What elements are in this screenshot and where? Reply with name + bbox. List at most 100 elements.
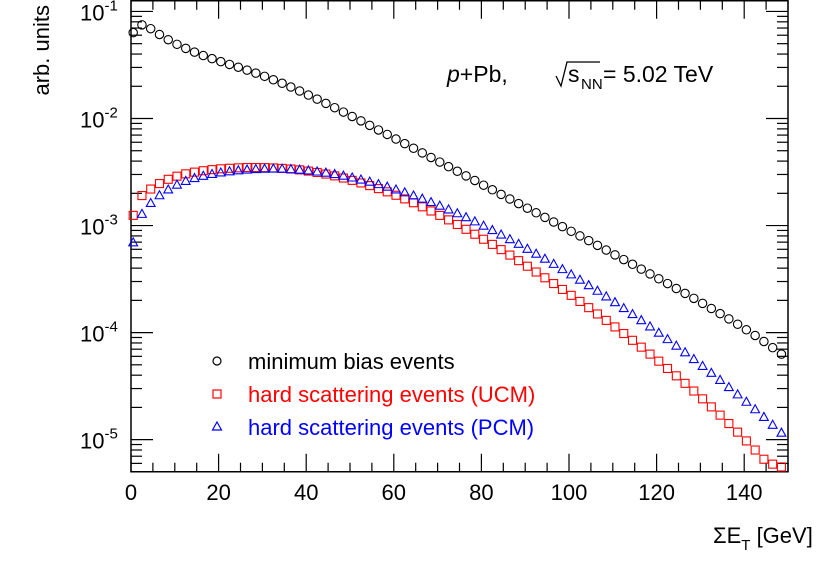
series-minbias: [128, 20, 787, 359]
point-pcm: [767, 419, 779, 429]
point-pcm: [408, 189, 419, 200]
point-pcm: [250, 163, 262, 174]
point-pcm: [732, 388, 743, 399]
point-minbias: [338, 107, 349, 117]
point-ucm: [776, 462, 786, 472]
point-minbias: [373, 125, 384, 135]
point-minbias: [531, 208, 541, 218]
point-ucm: [733, 427, 743, 437]
point-pcm: [215, 166, 227, 177]
point-ucm: [557, 284, 567, 295]
point-pcm: [706, 367, 717, 377]
point-minbias: [654, 273, 664, 284]
point-pcm: [206, 168, 218, 179]
legend-label-minbias: minimum bias events: [248, 349, 455, 374]
annotation-s: s: [568, 61, 580, 87]
point-pcm: [504, 233, 516, 244]
x-tick-label: 60: [382, 480, 406, 505]
point-pcm: [653, 327, 665, 337]
point-ucm: [540, 273, 550, 283]
point-pcm: [171, 179, 183, 189]
point-ucm: [242, 162, 252, 173]
point-minbias: [776, 349, 787, 359]
point-minbias: [452, 166, 463, 177]
x-axis-title-sub: T: [741, 537, 750, 554]
point-pcm: [583, 279, 595, 290]
x-axis-title-main: ΣE: [713, 523, 741, 548]
point-ucm: [575, 296, 585, 306]
legend-marker-ucm: [212, 389, 222, 399]
annotation-text1: +Pb,: [460, 61, 508, 87]
point-pcm: [495, 228, 507, 239]
point-minbias: [294, 86, 305, 96]
point-ucm: [619, 329, 629, 339]
legend: minimum bias events hard scattering even…: [211, 349, 535, 440]
point-minbias: [540, 212, 550, 223]
point-minbias: [259, 71, 270, 82]
point-minbias: [321, 98, 331, 109]
x-tick-label: 100: [551, 480, 588, 505]
point-pcm: [487, 224, 498, 235]
point-minbias: [128, 27, 138, 38]
point-pcm: [241, 163, 253, 174]
point-ucm: [391, 190, 401, 200]
y-tick-label: 10-1: [80, 0, 118, 25]
point-minbias: [715, 308, 725, 319]
point-pcm: [276, 163, 288, 173]
point-ucm: [163, 174, 173, 184]
point-minbias: [408, 143, 419, 154]
point-pcm: [469, 215, 481, 226]
point-minbias: [478, 180, 489, 190]
legend-marker-minbias: [212, 356, 222, 366]
data-series: [127, 20, 787, 472]
point-minbias: [189, 47, 200, 57]
annotation-sub: NN: [581, 76, 603, 93]
point-ucm: [470, 229, 480, 239]
point-ucm: [698, 394, 708, 404]
point-minbias: [207, 53, 217, 64]
point-ucm: [408, 198, 419, 208]
point-minbias: [732, 319, 743, 329]
point-minbias: [312, 94, 322, 104]
point-pcm: [548, 258, 560, 268]
point-ucm: [680, 378, 690, 388]
point-ucm: [452, 219, 462, 230]
point-minbias: [662, 278, 673, 289]
point-minbias: [706, 303, 717, 314]
point-ucm: [198, 166, 208, 176]
point-pcm: [460, 211, 472, 222]
point-pcm: [635, 314, 647, 325]
point-pcm: [136, 208, 148, 218]
point-minbias: [557, 221, 568, 232]
point-pcm: [741, 396, 752, 406]
point-minbias: [443, 161, 454, 172]
point-pcm: [618, 302, 630, 313]
point-pcm: [522, 243, 533, 253]
point-ucm: [312, 167, 322, 178]
point-ucm: [759, 454, 769, 464]
annotation: p+Pb,: [446, 61, 508, 87]
point-minbias: [741, 325, 752, 335]
point-pcm: [294, 164, 305, 174]
point-minbias: [364, 120, 375, 131]
point-pcm: [557, 263, 568, 274]
point-minbias: [575, 231, 585, 241]
point-minbias: [724, 314, 734, 324]
point-pcm: [592, 285, 603, 295]
point-ucm: [321, 169, 331, 179]
point-pcm: [399, 186, 411, 197]
point-pcm: [749, 403, 761, 414]
x-tick-label: 120: [638, 480, 675, 505]
annotation-text2: = 5.02 TeV: [603, 61, 714, 87]
point-minbias: [636, 264, 647, 274]
y-axis-title: arb. units: [29, 5, 54, 96]
point-ucm: [426, 206, 436, 216]
point-minbias: [645, 269, 655, 279]
point-pcm: [443, 203, 454, 214]
point-ucm: [610, 322, 620, 332]
point-pcm: [627, 308, 638, 319]
point-ucm: [601, 315, 611, 325]
point-ucm: [741, 436, 751, 446]
point-ucm: [417, 202, 427, 212]
